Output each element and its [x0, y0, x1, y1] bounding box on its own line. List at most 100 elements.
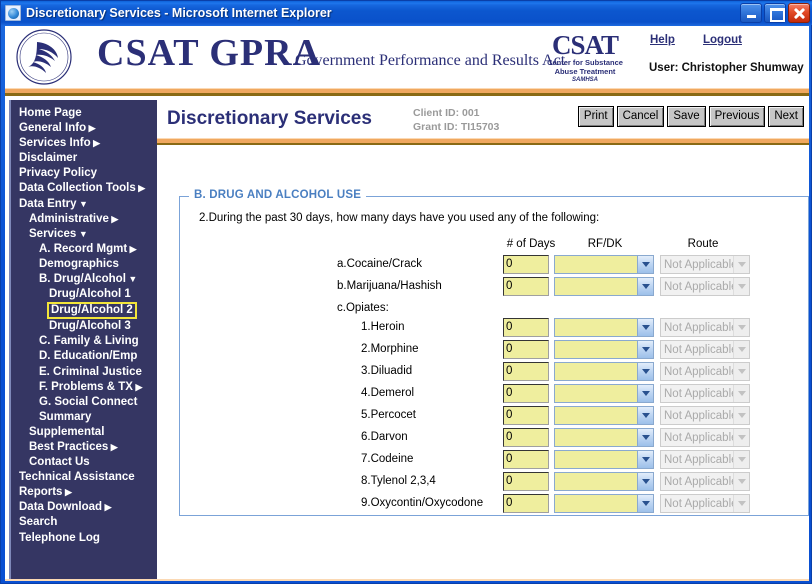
substance-row: 4.Demerol 0 Not Applicable	[157, 384, 787, 406]
sidebar-item-home-page[interactable]: Home Page	[19, 107, 82, 119]
sidebar-item-technical-assistance[interactable]: Technical Assistance	[19, 471, 135, 484]
sidebar-item-drug-alcohol-2[interactable]: Drug/Alcohol 2	[47, 302, 137, 320]
chevron-down-icon	[733, 429, 749, 446]
sidebar-item-services-info[interactable]: Services Info	[11, 136, 157, 151]
route-value: Not Applicable	[664, 387, 733, 400]
maximize-icon[interactable]	[764, 3, 786, 23]
rfdk-select[interactable]	[554, 362, 654, 381]
route-value: Not Applicable	[664, 321, 733, 334]
chevron-down-icon[interactable]	[637, 278, 653, 295]
chevron-down-icon	[733, 473, 749, 490]
sidebar-item-g-social-connect[interactable]: G. Social Connect	[39, 395, 138, 408]
route-value: Not Applicable	[664, 453, 733, 466]
sidebar-item-disclaimer[interactable]: Disclaimer	[19, 152, 78, 165]
days-input[interactable]: 0	[503, 406, 549, 425]
chevron-down-icon[interactable]	[637, 385, 653, 402]
sidebar-item-d-education-emp[interactable]: D. Education/Emp	[39, 350, 138, 363]
previous-button[interactable]: Previous	[708, 106, 766, 127]
sidebar-item-e-criminal-justice[interactable]: E. Criminal Justice	[39, 365, 142, 378]
next-button[interactable]: Next	[768, 106, 804, 127]
sidebar-item-c-family-living[interactable]: C. Family & Living	[39, 335, 139, 348]
chevron-down-icon	[733, 451, 749, 468]
days-input[interactable]: 0	[503, 340, 549, 359]
route-select: Not Applicable	[660, 406, 750, 425]
substance-label: 6.Darvon	[361, 431, 408, 443]
sidebar-item-reports[interactable]: Reports	[11, 485, 157, 500]
question-text: 2.During the past 30 days, how many days…	[199, 212, 600, 224]
chevron-down-icon[interactable]	[637, 256, 653, 273]
rfdk-select[interactable]	[554, 428, 654, 447]
help-link[interactable]: Help	[650, 34, 675, 46]
route-select: Not Applicable	[660, 428, 750, 447]
days-input[interactable]: 0	[503, 384, 549, 403]
sidebar-item-b-drug-alcohol[interactable]: B. Drug/Alcohol	[11, 272, 157, 287]
window-title: Discretionary Services - Microsoft Inter…	[26, 6, 332, 20]
days-input[interactable]: 0	[503, 472, 549, 491]
sidebar-item-administrative[interactable]: Administrative	[11, 212, 157, 227]
sidebar-item-summary[interactable]: Summary	[39, 410, 92, 423]
rfdk-select[interactable]	[554, 406, 654, 425]
sidebar-item-telephone-log[interactable]: Telephone Log	[19, 531, 100, 544]
chevron-down-icon[interactable]	[637, 429, 653, 446]
days-input[interactable]: 0	[503, 277, 549, 296]
print-button[interactable]: Print	[577, 106, 614, 127]
sidebar-item-data-collection-tools[interactable]: Data Collection Tools	[11, 181, 157, 196]
sidebar-item-data-download[interactable]: Data Download	[11, 500, 157, 515]
main-content: Discretionary Services Client ID: 001 Gr…	[157, 100, 809, 579]
route-value: Not Applicable	[664, 409, 733, 422]
sidebar-item-drug-alcohol-3[interactable]: Drug/Alcohol 3	[49, 320, 131, 333]
rfdk-select[interactable]	[554, 384, 654, 403]
substance-label: 1.Heroin	[361, 321, 405, 333]
sidebar-item-a-record-mgmt[interactable]: A. Record Mgmt	[11, 242, 157, 257]
fieldset-legend: B. DRUG AND ALCOHOL USE	[189, 189, 367, 201]
chevron-down-icon[interactable]	[637, 341, 653, 358]
days-input[interactable]: 0	[503, 450, 549, 469]
column-header-rfdk: RF/DK	[587, 238, 623, 250]
rfdk-select[interactable]	[554, 255, 654, 274]
rfdk-select[interactable]	[554, 494, 654, 513]
sidebar-navigation[interactable]: Home Page General InfoServices InfoDiscla…	[9, 100, 157, 579]
sidebar-item-services[interactable]: Services	[11, 227, 157, 242]
route-select: Not Applicable	[660, 472, 750, 491]
days-input[interactable]: 0	[503, 362, 549, 381]
column-header-route: Route	[687, 238, 719, 250]
rfdk-select[interactable]	[554, 472, 654, 491]
cancel-button[interactable]: Cancel	[616, 106, 665, 127]
chevron-down-icon	[733, 495, 749, 512]
chevron-down-icon[interactable]	[637, 451, 653, 468]
sidebar-item-drug-alcohol-1[interactable]: Drug/Alcohol 1	[49, 288, 131, 301]
days-input[interactable]: 0	[503, 255, 549, 274]
close-icon[interactable]	[788, 3, 810, 23]
sidebar-item-demographics[interactable]: Demographics	[39, 257, 119, 270]
sidebar-item-supplemental[interactable]: Supplemental	[29, 425, 105, 438]
chevron-down-icon[interactable]	[637, 407, 653, 424]
sidebar-item-search[interactable]: Search	[19, 516, 58, 529]
sidebar-item-f-problems-tx[interactable]: F. Problems & TX	[11, 380, 157, 395]
chevron-down-icon[interactable]	[637, 473, 653, 490]
action-button-row: Print Cancel Save Previous Next	[577, 106, 804, 127]
brand-subtitle: Government Performance and Results Act	[295, 52, 566, 69]
rfdk-select[interactable]	[554, 340, 654, 359]
save-button[interactable]: Save	[667, 106, 706, 127]
substance-row: b.Marijuana/Hashish 0 Not Applicable	[157, 277, 787, 299]
sidebar-item-best-practices[interactable]: Best Practices	[11, 440, 157, 455]
substance-row: c.Opiates:	[157, 299, 787, 321]
logout-link[interactable]: Logout	[703, 34, 742, 46]
sidebar-item-data-entry[interactable]: Data Entry	[11, 197, 157, 212]
rfdk-select[interactable]	[554, 277, 654, 296]
rfdk-select[interactable]	[554, 318, 654, 337]
days-input[interactable]: 0	[503, 494, 549, 513]
chevron-down-icon[interactable]	[637, 319, 653, 336]
days-input[interactable]: 0	[503, 428, 549, 447]
rfdk-select[interactable]	[554, 450, 654, 469]
substance-label: 2.Morphine	[361, 343, 419, 355]
minimize-icon[interactable]	[740, 3, 762, 23]
chevron-down-icon[interactable]	[637, 363, 653, 380]
days-input[interactable]: 0	[503, 318, 549, 337]
route-value: Not Applicable	[664, 497, 733, 510]
chevron-down-icon[interactable]	[637, 495, 653, 512]
substance-row: 7.Codeine 0 Not Applicable	[157, 450, 787, 472]
sidebar-item-contact-us[interactable]: Contact Us	[29, 456, 90, 469]
sidebar-item-general-info[interactable]: General Info	[11, 121, 157, 136]
sidebar-item-privacy-policy[interactable]: Privacy Policy	[19, 167, 97, 180]
